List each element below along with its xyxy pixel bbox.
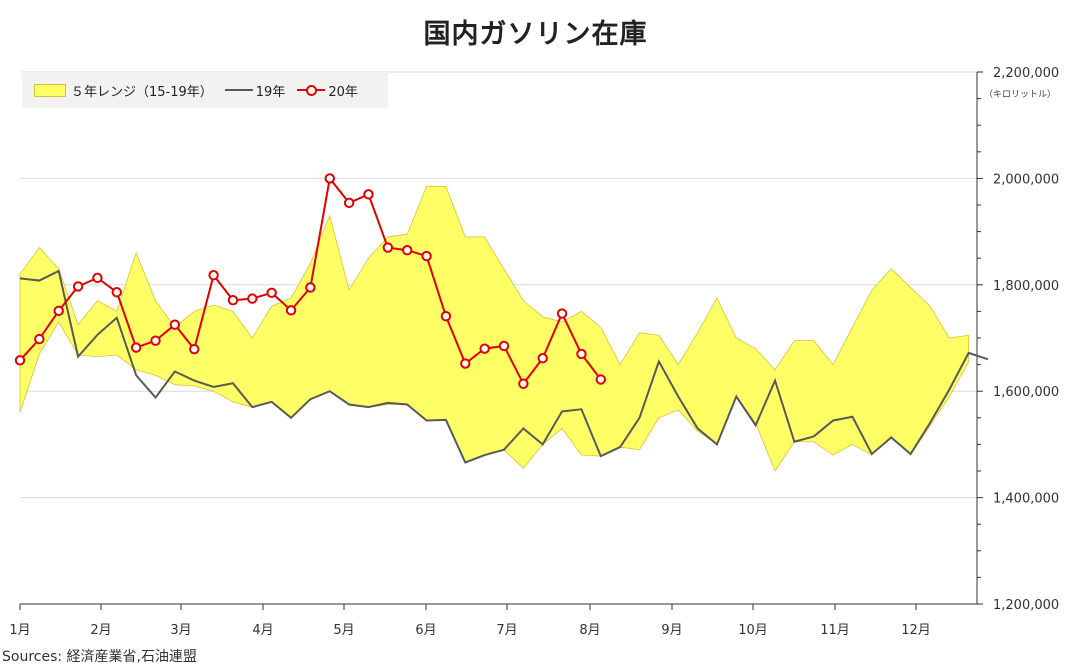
y-tick-label: 1,200,000 [993, 598, 1059, 613]
series-20-point [130, 342, 142, 353]
series-layer [14, 173, 989, 464]
y-tick-label: 2,200,000 [993, 66, 1059, 81]
x-tick-label: 6月 [415, 623, 436, 638]
series-20-point [518, 378, 529, 389]
series-20-point [343, 197, 355, 209]
y-tick-label: 2,000,000 [993, 172, 1059, 187]
series-20-point [208, 270, 219, 281]
series-20-point [14, 355, 26, 366]
x-tick-label: 7月 [496, 623, 517, 638]
x-tick-label: 5月 [333, 623, 354, 638]
series-20-point [227, 295, 239, 306]
x-tick-label: 10月 [738, 623, 768, 638]
y-tick-label: 1,600,000 [993, 385, 1059, 400]
series-20-point [150, 335, 161, 346]
series-20-point [34, 333, 45, 345]
series-20-point [285, 305, 297, 316]
series-20-point [305, 282, 316, 293]
series-20-point [402, 245, 413, 256]
series-20-point [247, 293, 258, 304]
series-20-point [440, 310, 452, 322]
series-20-point [479, 343, 490, 354]
x-tick-label: 1月 [9, 623, 30, 638]
chart-title: 国内ガソリン在庫 [423, 19, 648, 50]
series-20-point [189, 343, 200, 355]
series-19-line [19, 269, 989, 464]
legend-20-line [297, 84, 326, 96]
series-20-point [576, 348, 587, 360]
series-20-point [460, 358, 471, 369]
series-20-point [169, 319, 181, 330]
x-tick-label: 11月 [820, 623, 850, 638]
x-tick-label: 8月 [579, 623, 600, 638]
legend-item-19: 19年 [224, 81, 286, 100]
series-20-point [53, 305, 64, 317]
series-20-point [72, 281, 84, 292]
y-tick-label: 1,800,000 [993, 279, 1059, 294]
legend-item-band: ５年レンジ（15-19年） [34, 81, 213, 100]
band-area [19, 185, 970, 472]
series-20-point [556, 308, 568, 319]
series-20-point [382, 242, 394, 253]
x-tick-label: 12月 [901, 623, 931, 638]
series-20-point [111, 287, 123, 298]
legend-20-label: 20年 [328, 84, 358, 100]
legend-19-line [224, 84, 253, 96]
series-20-point [266, 287, 277, 298]
x-tick-label: 4月 [252, 623, 273, 638]
x-tick-label: 9月 [661, 623, 682, 638]
x-tick-label: 3月 [170, 623, 191, 638]
axes: 1,200,000 1,400,000 1,600,000 1,800,000 2,00… [9, 66, 1059, 638]
series-20-point [421, 250, 432, 262]
x-tick-label: 2月 [90, 623, 111, 638]
series-20-point [537, 353, 548, 364]
legend-band-swatch [34, 83, 66, 97]
five-year-range-band [19, 185, 970, 472]
series-20-point [595, 374, 606, 385]
series-20-point [92, 272, 103, 284]
series-20-point [324, 173, 335, 184]
legend-band-label: ５年レンジ（15-19年） [71, 84, 213, 100]
y-tick-label: 1,400,000 [993, 492, 1059, 507]
chart-legend: ５年レンジ（15-19年） 19年 20年 [22, 72, 388, 108]
series-20-point [363, 189, 374, 200]
source-note: Sources: 経済産業省,石油連盟 [2, 649, 197, 665]
legend-item-20: 20年 [297, 81, 358, 100]
y-axis-unit: （キロリットル） [984, 90, 1057, 100]
legend-19-label: 19年 [255, 84, 286, 100]
series-20-point [498, 340, 510, 352]
